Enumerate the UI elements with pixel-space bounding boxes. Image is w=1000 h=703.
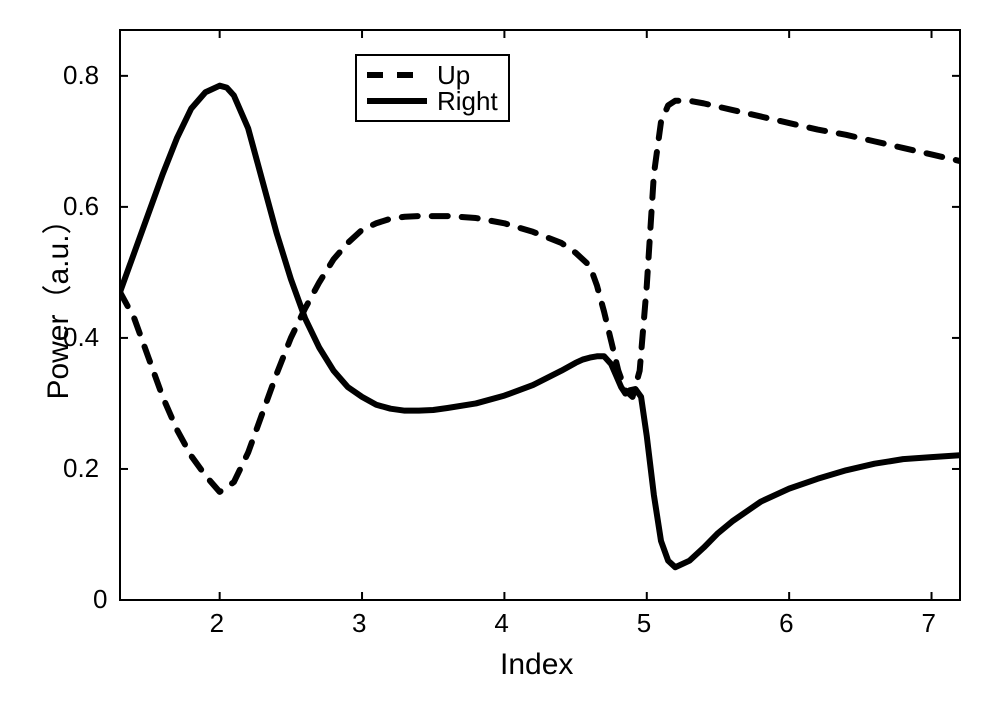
series-up bbox=[120, 101, 960, 492]
y-tick-label: 0.2 bbox=[63, 453, 99, 484]
x-tick-label: 7 bbox=[922, 608, 936, 639]
y-tick-label: 0.4 bbox=[63, 322, 99, 353]
legend: UpRight bbox=[355, 54, 510, 122]
legend-swatch bbox=[367, 65, 427, 85]
chart-container: Power（a.u.） Index 23456700.20.40.60.8 Up… bbox=[0, 0, 1000, 703]
y-tick-label: 0 bbox=[93, 584, 107, 615]
x-tick-label: 2 bbox=[210, 608, 224, 639]
x-tick-label: 4 bbox=[494, 608, 508, 639]
legend-item: Up bbox=[367, 62, 498, 88]
y-tick-label: 0.6 bbox=[63, 191, 99, 222]
series-right bbox=[120, 86, 960, 568]
x-tick-label: 3 bbox=[352, 608, 366, 639]
legend-item: Right bbox=[367, 88, 498, 114]
y-tick-label: 0.8 bbox=[63, 60, 99, 91]
x-tick-label: 6 bbox=[779, 608, 793, 639]
x-tick-label: 5 bbox=[637, 608, 651, 639]
legend-label: Right bbox=[437, 86, 498, 117]
legend-swatch bbox=[367, 91, 427, 111]
